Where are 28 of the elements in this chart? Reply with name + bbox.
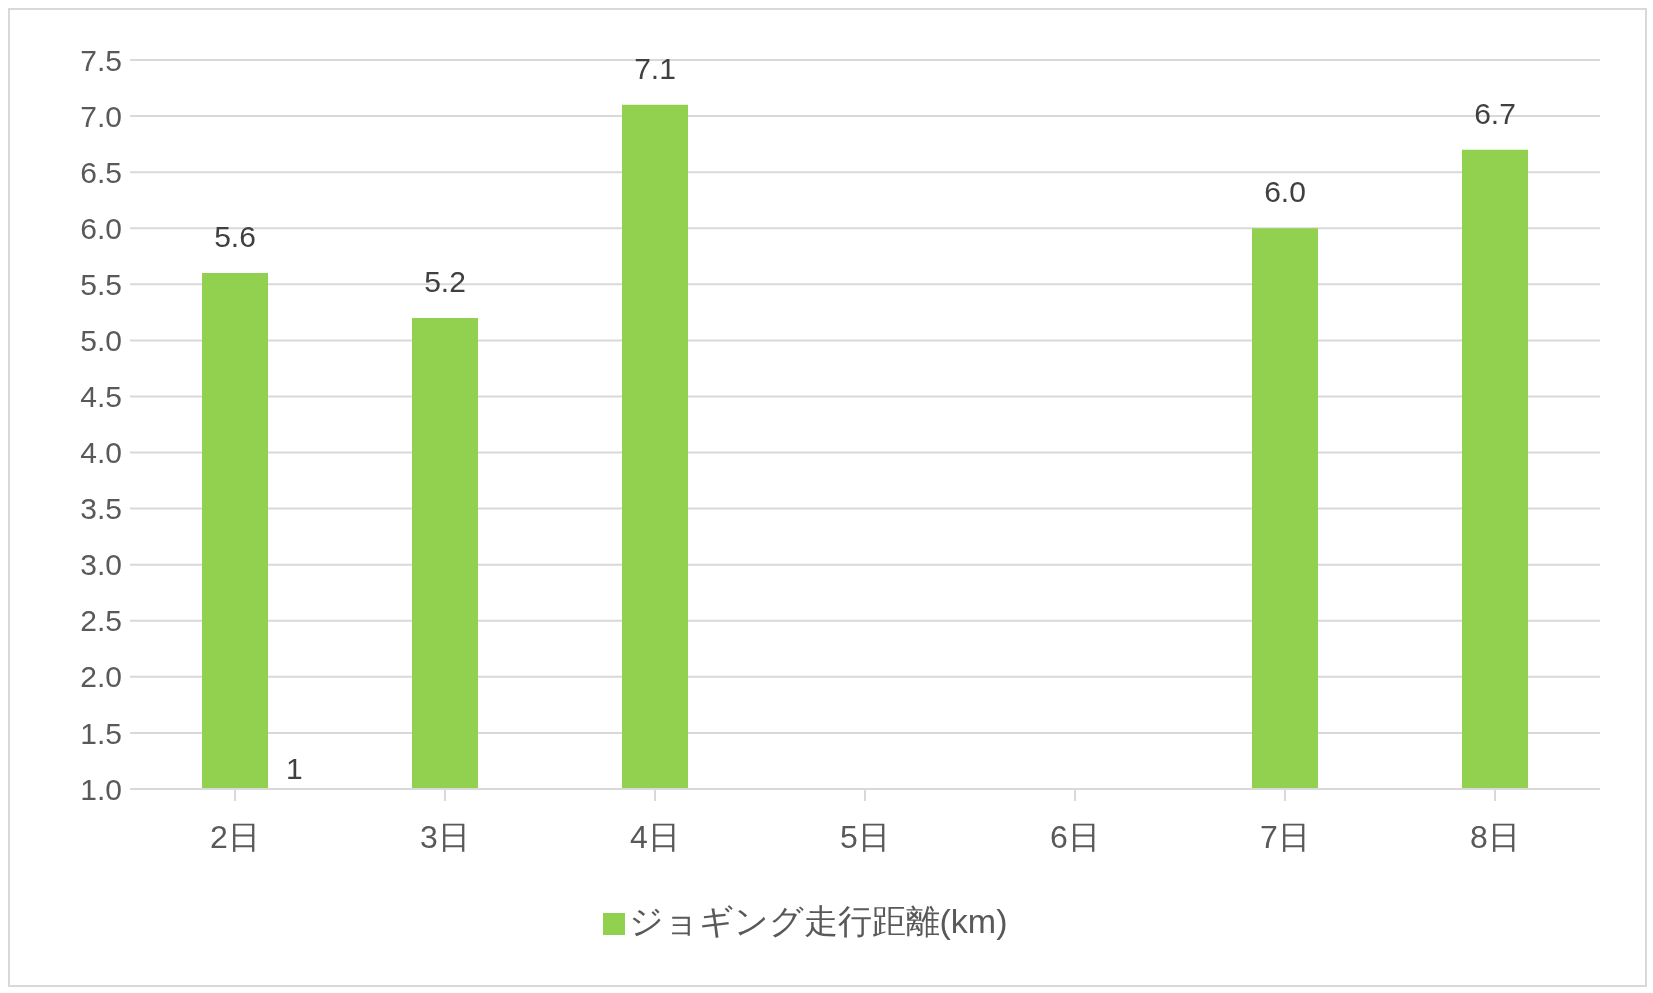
y-tick-label: 6.0	[80, 211, 122, 245]
annotation: 1	[286, 752, 303, 786]
x-tick-label: 7日	[1260, 818, 1310, 855]
data-label: 5.2	[424, 264, 466, 298]
x-tick-label: 8日	[1470, 818, 1520, 855]
y-tick-label: 7.0	[80, 99, 122, 133]
y-tick-label: 1.5	[80, 716, 122, 750]
data-label: 6.7	[1474, 96, 1516, 130]
data-label: 5.6	[214, 220, 256, 254]
y-tick-label: 4.5	[80, 380, 122, 414]
x-tick-label: 2日	[210, 818, 260, 855]
data-label: 6.0	[1264, 175, 1306, 209]
y-tick-label: 5.0	[80, 324, 122, 358]
y-tick-label: 7.5	[80, 43, 122, 77]
data-label: 7.1	[634, 51, 676, 85]
y-tick-label: 3.5	[80, 492, 122, 526]
y-tick-label: 1.0	[80, 772, 122, 806]
x-tick-label: 3日	[420, 818, 470, 855]
y-tick-label: 2.0	[80, 660, 122, 694]
legend-label: ジョギング走行距離(km)	[628, 902, 1008, 940]
x-tick-label: 4日	[630, 818, 680, 855]
y-tick-label: 4.0	[80, 436, 122, 470]
y-tick-label: 2.5	[80, 604, 122, 638]
y-tick-label: 6.5	[80, 155, 122, 189]
y-tick-label: 5.5	[80, 267, 122, 301]
x-tick-label: 6日	[1050, 818, 1100, 855]
y-tick-label: 3.0	[80, 548, 122, 582]
x-tick-label: 5日	[840, 818, 890, 855]
